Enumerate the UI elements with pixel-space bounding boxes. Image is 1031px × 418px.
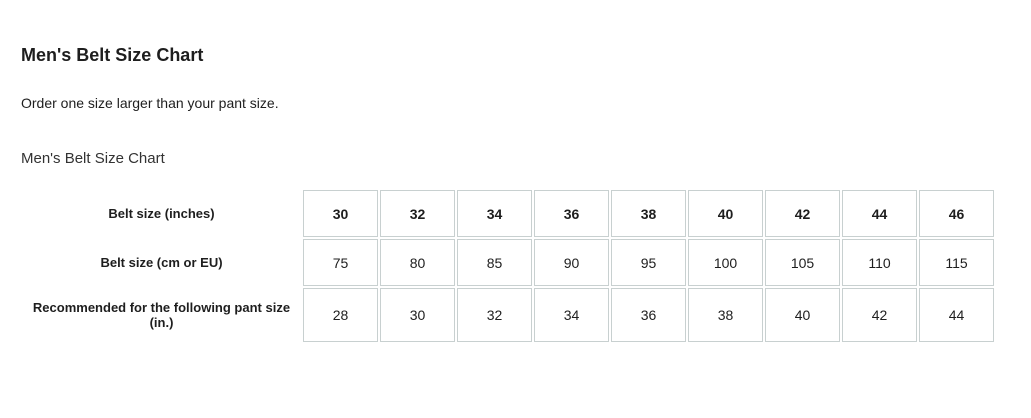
table-cell: 32 (380, 190, 455, 237)
subtitle: Order one size larger than your pant siz… (21, 95, 279, 111)
table-cell: 30 (303, 190, 378, 237)
table-cell: 115 (919, 239, 994, 286)
table-cell: 90 (534, 239, 609, 286)
table-row: Belt size (cm or EU) 75 80 85 90 95 100 105 110 1… (22, 239, 994, 286)
table-cell: 105 (765, 239, 840, 286)
table-cell: 95 (611, 239, 686, 286)
table-cell: 38 (688, 288, 763, 342)
row-label: Recommended for the following pant size … (32, 300, 291, 330)
table-cell: 46 (919, 190, 994, 237)
table-row: Belt size (inches) 30 32 34 36 38 40 42 44 46 (22, 190, 994, 237)
table-cell: 100 (688, 239, 763, 286)
table-cell: 30 (380, 288, 455, 342)
table-row: Recommended for the following pant size … (22, 288, 994, 342)
table-cell: 40 (765, 288, 840, 342)
table-cell: 28 (303, 288, 378, 342)
table-cell: 44 (842, 190, 917, 237)
table-cell: 40 (688, 190, 763, 237)
table-cell: 36 (534, 190, 609, 237)
size-chart-table: Belt size (inches) 30 32 34 36 38 40 42 44 46 Belt… (20, 188, 996, 344)
row-label: Belt size (cm or EU) (100, 255, 223, 270)
table-cell: 44 (919, 288, 994, 342)
table-cell: 34 (534, 288, 609, 342)
table-cell: 85 (457, 239, 532, 286)
table-cell: 42 (765, 190, 840, 237)
table-cell: 34 (457, 190, 532, 237)
table-cell: 36 (611, 288, 686, 342)
table-cell: 75 (303, 239, 378, 286)
row-label: Belt size (inches) (108, 206, 215, 221)
table-cell: 80 (380, 239, 455, 286)
table-cell: 110 (842, 239, 917, 286)
table-cell: 38 (611, 190, 686, 237)
page-title: Men's Belt Size Chart (21, 45, 204, 65)
table-cell: 32 (457, 288, 532, 342)
table-cell: 42 (842, 288, 917, 342)
table-caption: Men's Belt Size Chart (21, 150, 165, 167)
